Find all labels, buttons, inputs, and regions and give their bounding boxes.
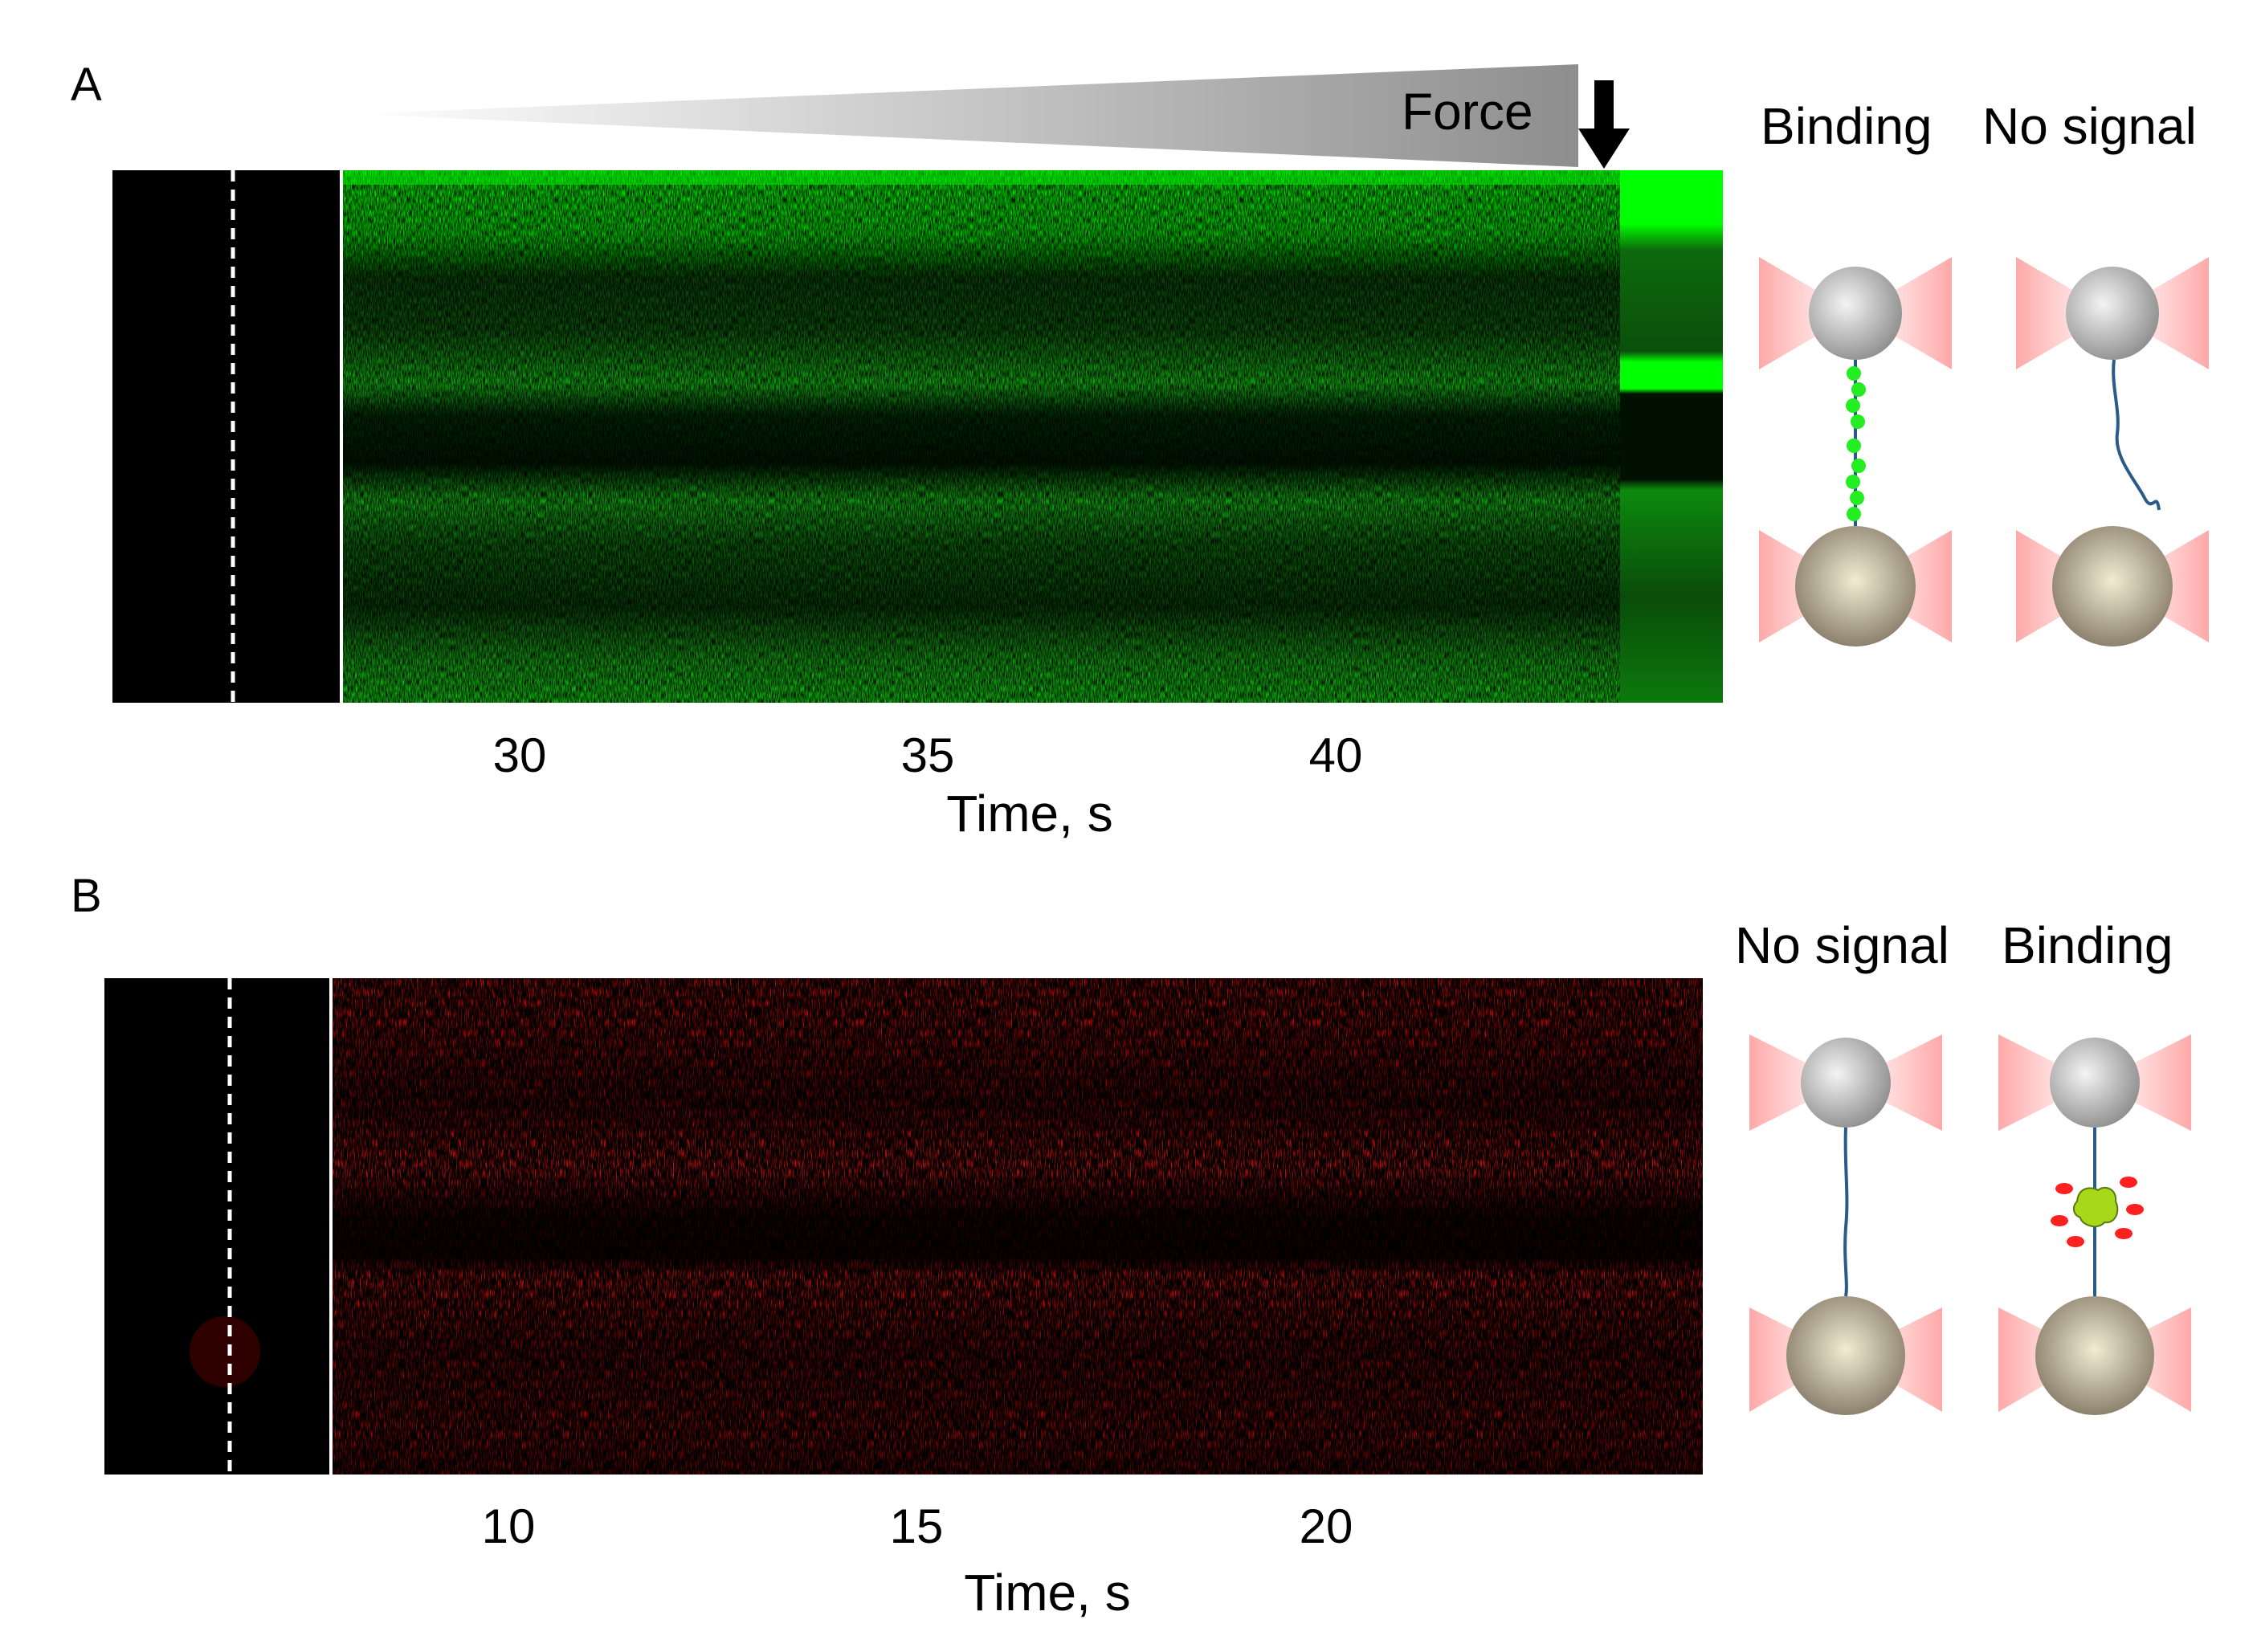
kymograph-a [343,170,1723,703]
kymograph-b [333,978,1703,1475]
optical-trap-schematic-a-binding [1759,257,1952,647]
panel-b-letter: B [71,870,102,922]
force-arrow-icon [1578,80,1630,169]
x-axis-label-a: Time, s [946,785,1113,842]
schematic-label-b-nosignal: No signal [1735,916,1949,974]
bead-image-a [112,170,340,703]
tick-b-20: 20 [1299,1499,1353,1553]
tick-a-40: 40 [1308,728,1363,782]
force-wedge [353,64,1578,167]
panel-a-letter: A [71,59,102,111]
force-label: Force [1402,83,1533,141]
optical-trap-schematic-a-nosignal [2016,257,2209,647]
tick-b-10: 10 [481,1499,536,1553]
schematic-label-b-binding: Binding [2002,916,2173,974]
tick-b-15: 15 [889,1499,944,1553]
schematic-label-a-binding: Binding [1761,97,1933,155]
tick-a-35: 35 [900,728,955,782]
schematic-label-a-nosignal: No signal [1982,97,2197,155]
optical-trap-schematic-b-binding [1998,1034,2191,1415]
tick-a-30: 30 [492,728,547,782]
x-axis-label-b: Time, s [964,1564,1131,1621]
optical-trap-schematic-b-nosignal [1749,1034,1942,1415]
bead-image-b [104,978,329,1475]
